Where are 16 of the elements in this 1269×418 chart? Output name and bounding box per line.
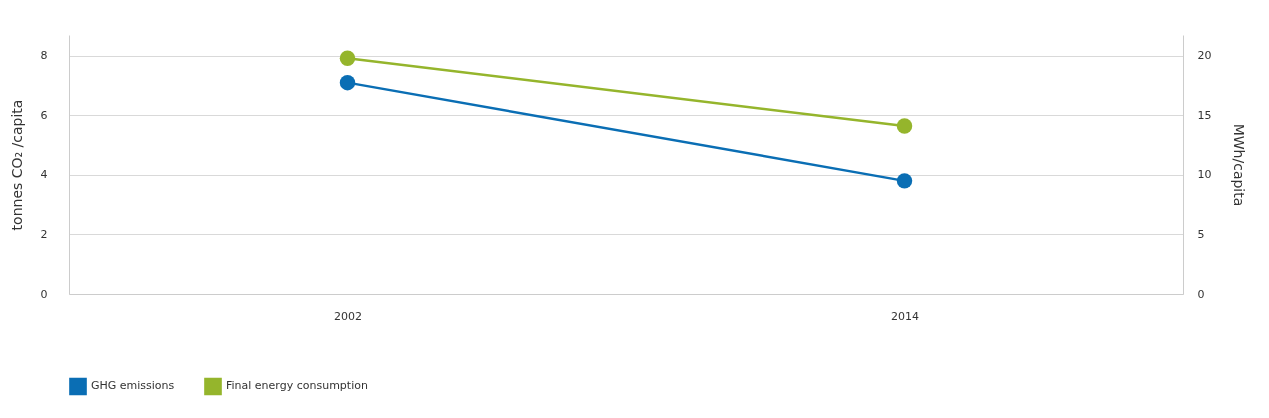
y2-tick-label: 10 <box>1197 168 1212 182</box>
y-axis-title: tonnes CO₂ /capita <box>8 99 25 231</box>
legend-label: Final energy consumption <box>226 379 368 393</box>
y-tick-label: 6 <box>40 108 48 122</box>
y2-tick-label: 5 <box>1197 227 1205 241</box>
y-tick-label: 8 <box>40 49 48 63</box>
x-tick-label: 2014 <box>891 309 919 323</box>
y2-tick-label: 0 <box>1197 287 1205 301</box>
y2-axis-title: MWh/capita <box>1231 123 1248 207</box>
y-tick-label: 2 <box>40 227 48 241</box>
x-tick-label: 2002 <box>334 309 362 323</box>
y-tick-label: 4 <box>40 168 48 182</box>
y2-tick-label: 20 <box>1197 49 1212 63</box>
y2-tick-label: 15 <box>1197 108 1212 122</box>
y-tick-label: 0 <box>40 287 48 301</box>
legend-label: GHG emissions <box>91 379 175 393</box>
